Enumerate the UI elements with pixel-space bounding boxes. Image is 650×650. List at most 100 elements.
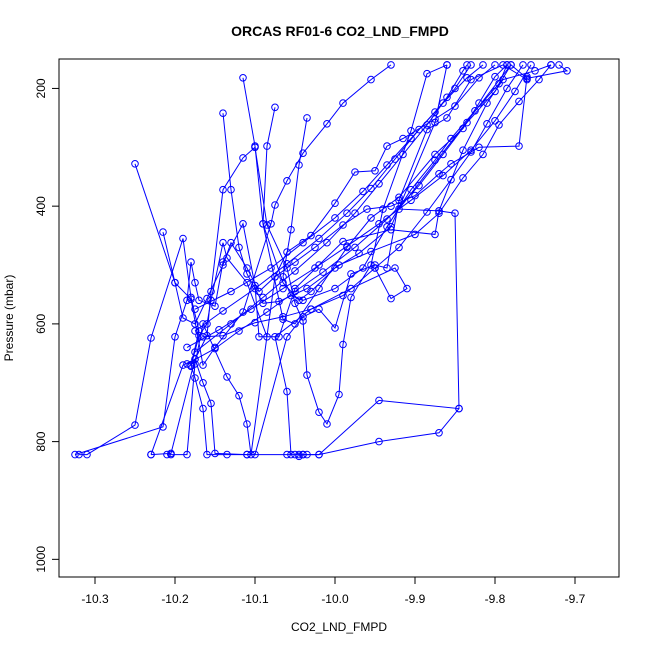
- data-point: [283, 260, 291, 268]
- data-point: [415, 125, 423, 134]
- series-13: [183, 61, 515, 368]
- data-point: [183, 296, 191, 305]
- data-point: [195, 331, 203, 340]
- x-tick-label: -9.7: [565, 592, 586, 606]
- data-point: [267, 264, 275, 272]
- data-point: [259, 220, 267, 228]
- data-point: [339, 99, 347, 107]
- data-point: [491, 117, 499, 125]
- data-point: [331, 214, 339, 222]
- data-point: [375, 220, 383, 228]
- data-point: [491, 72, 499, 81]
- data-point: [435, 429, 443, 437]
- data-point: [387, 294, 395, 303]
- data-point: [223, 450, 231, 459]
- data-point: [295, 161, 303, 169]
- data-point: [387, 61, 395, 69]
- data-point: [211, 344, 219, 353]
- data-point: [199, 320, 207, 328]
- data-point: [279, 284, 287, 293]
- data-point: [395, 243, 403, 252]
- series-1: [75, 61, 571, 459]
- data-point: [207, 399, 215, 408]
- data-point: [183, 360, 191, 368]
- data-point: [243, 450, 251, 459]
- data-point: [495, 121, 503, 129]
- data-point: [163, 450, 171, 459]
- data-point: [279, 278, 287, 287]
- data-point: [251, 450, 259, 459]
- data-point: [291, 287, 299, 296]
- data-point: [411, 191, 419, 200]
- data-point: [211, 302, 219, 311]
- data-point: [459, 67, 467, 75]
- data-point: [227, 238, 235, 247]
- data-point: [535, 75, 543, 84]
- data-point: [171, 333, 179, 341]
- data-point: [315, 408, 323, 417]
- data-point: [215, 326, 223, 334]
- series-line: [242, 64, 448, 301]
- data-point: [447, 134, 455, 143]
- series-17: [183, 61, 535, 352]
- data-point: [523, 75, 531, 84]
- data-point: [207, 296, 215, 305]
- series-layer: [71, 61, 571, 461]
- data-point: [299, 149, 307, 157]
- data-point: [423, 69, 431, 78]
- data-point: [435, 207, 443, 215]
- data-point: [411, 230, 419, 239]
- data-point: [343, 209, 351, 217]
- data-point: [271, 103, 279, 112]
- data-point: [463, 61, 471, 69]
- data-point: [203, 450, 211, 459]
- data-point: [331, 324, 339, 332]
- y-tick-label: 1000: [34, 546, 48, 573]
- data-point: [407, 185, 415, 194]
- data-point: [191, 355, 199, 364]
- data-point: [323, 238, 331, 247]
- data-point: [443, 114, 451, 122]
- data-point: [315, 284, 323, 293]
- data-point: [279, 315, 287, 324]
- data-point: [431, 150, 439, 159]
- data-point: [283, 264, 291, 272]
- data-point: [339, 221, 347, 229]
- data-point: [227, 185, 235, 194]
- data-point: [359, 264, 367, 272]
- data-point: [319, 268, 327, 276]
- data-point: [367, 184, 375, 193]
- data-point: [191, 348, 199, 356]
- data-point: [431, 230, 439, 239]
- data-point: [383, 215, 391, 223]
- data-point: [267, 220, 275, 228]
- data-point: [239, 220, 247, 228]
- data-point: [531, 67, 539, 75]
- data-point: [283, 177, 291, 185]
- data-point: [499, 75, 507, 84]
- data-point: [503, 61, 511, 69]
- data-point: [395, 193, 403, 202]
- x-axis-label: CO2_LND_FMPD: [291, 620, 387, 634]
- data-point: [207, 287, 215, 296]
- data-point: [263, 308, 271, 316]
- series-16: [191, 61, 471, 356]
- y-axis: 200 400 600 800 1000: [34, 78, 60, 573]
- data-point: [387, 223, 395, 231]
- data-point: [283, 450, 291, 459]
- data-point: [347, 293, 355, 302]
- data-point: [511, 87, 519, 96]
- series-line: [74, 64, 552, 456]
- data-point: [367, 214, 375, 222]
- data-point: [191, 305, 199, 314]
- data-point: [459, 174, 467, 182]
- data-point: [391, 264, 399, 272]
- data-point: [439, 171, 447, 180]
- data-point: [299, 317, 307, 325]
- data-point: [131, 421, 139, 429]
- y-tick-label: 400: [34, 196, 48, 216]
- data-point: [343, 242, 351, 250]
- data-point: [375, 437, 383, 446]
- y-tick-label: 800: [34, 431, 48, 451]
- data-point: [399, 150, 407, 159]
